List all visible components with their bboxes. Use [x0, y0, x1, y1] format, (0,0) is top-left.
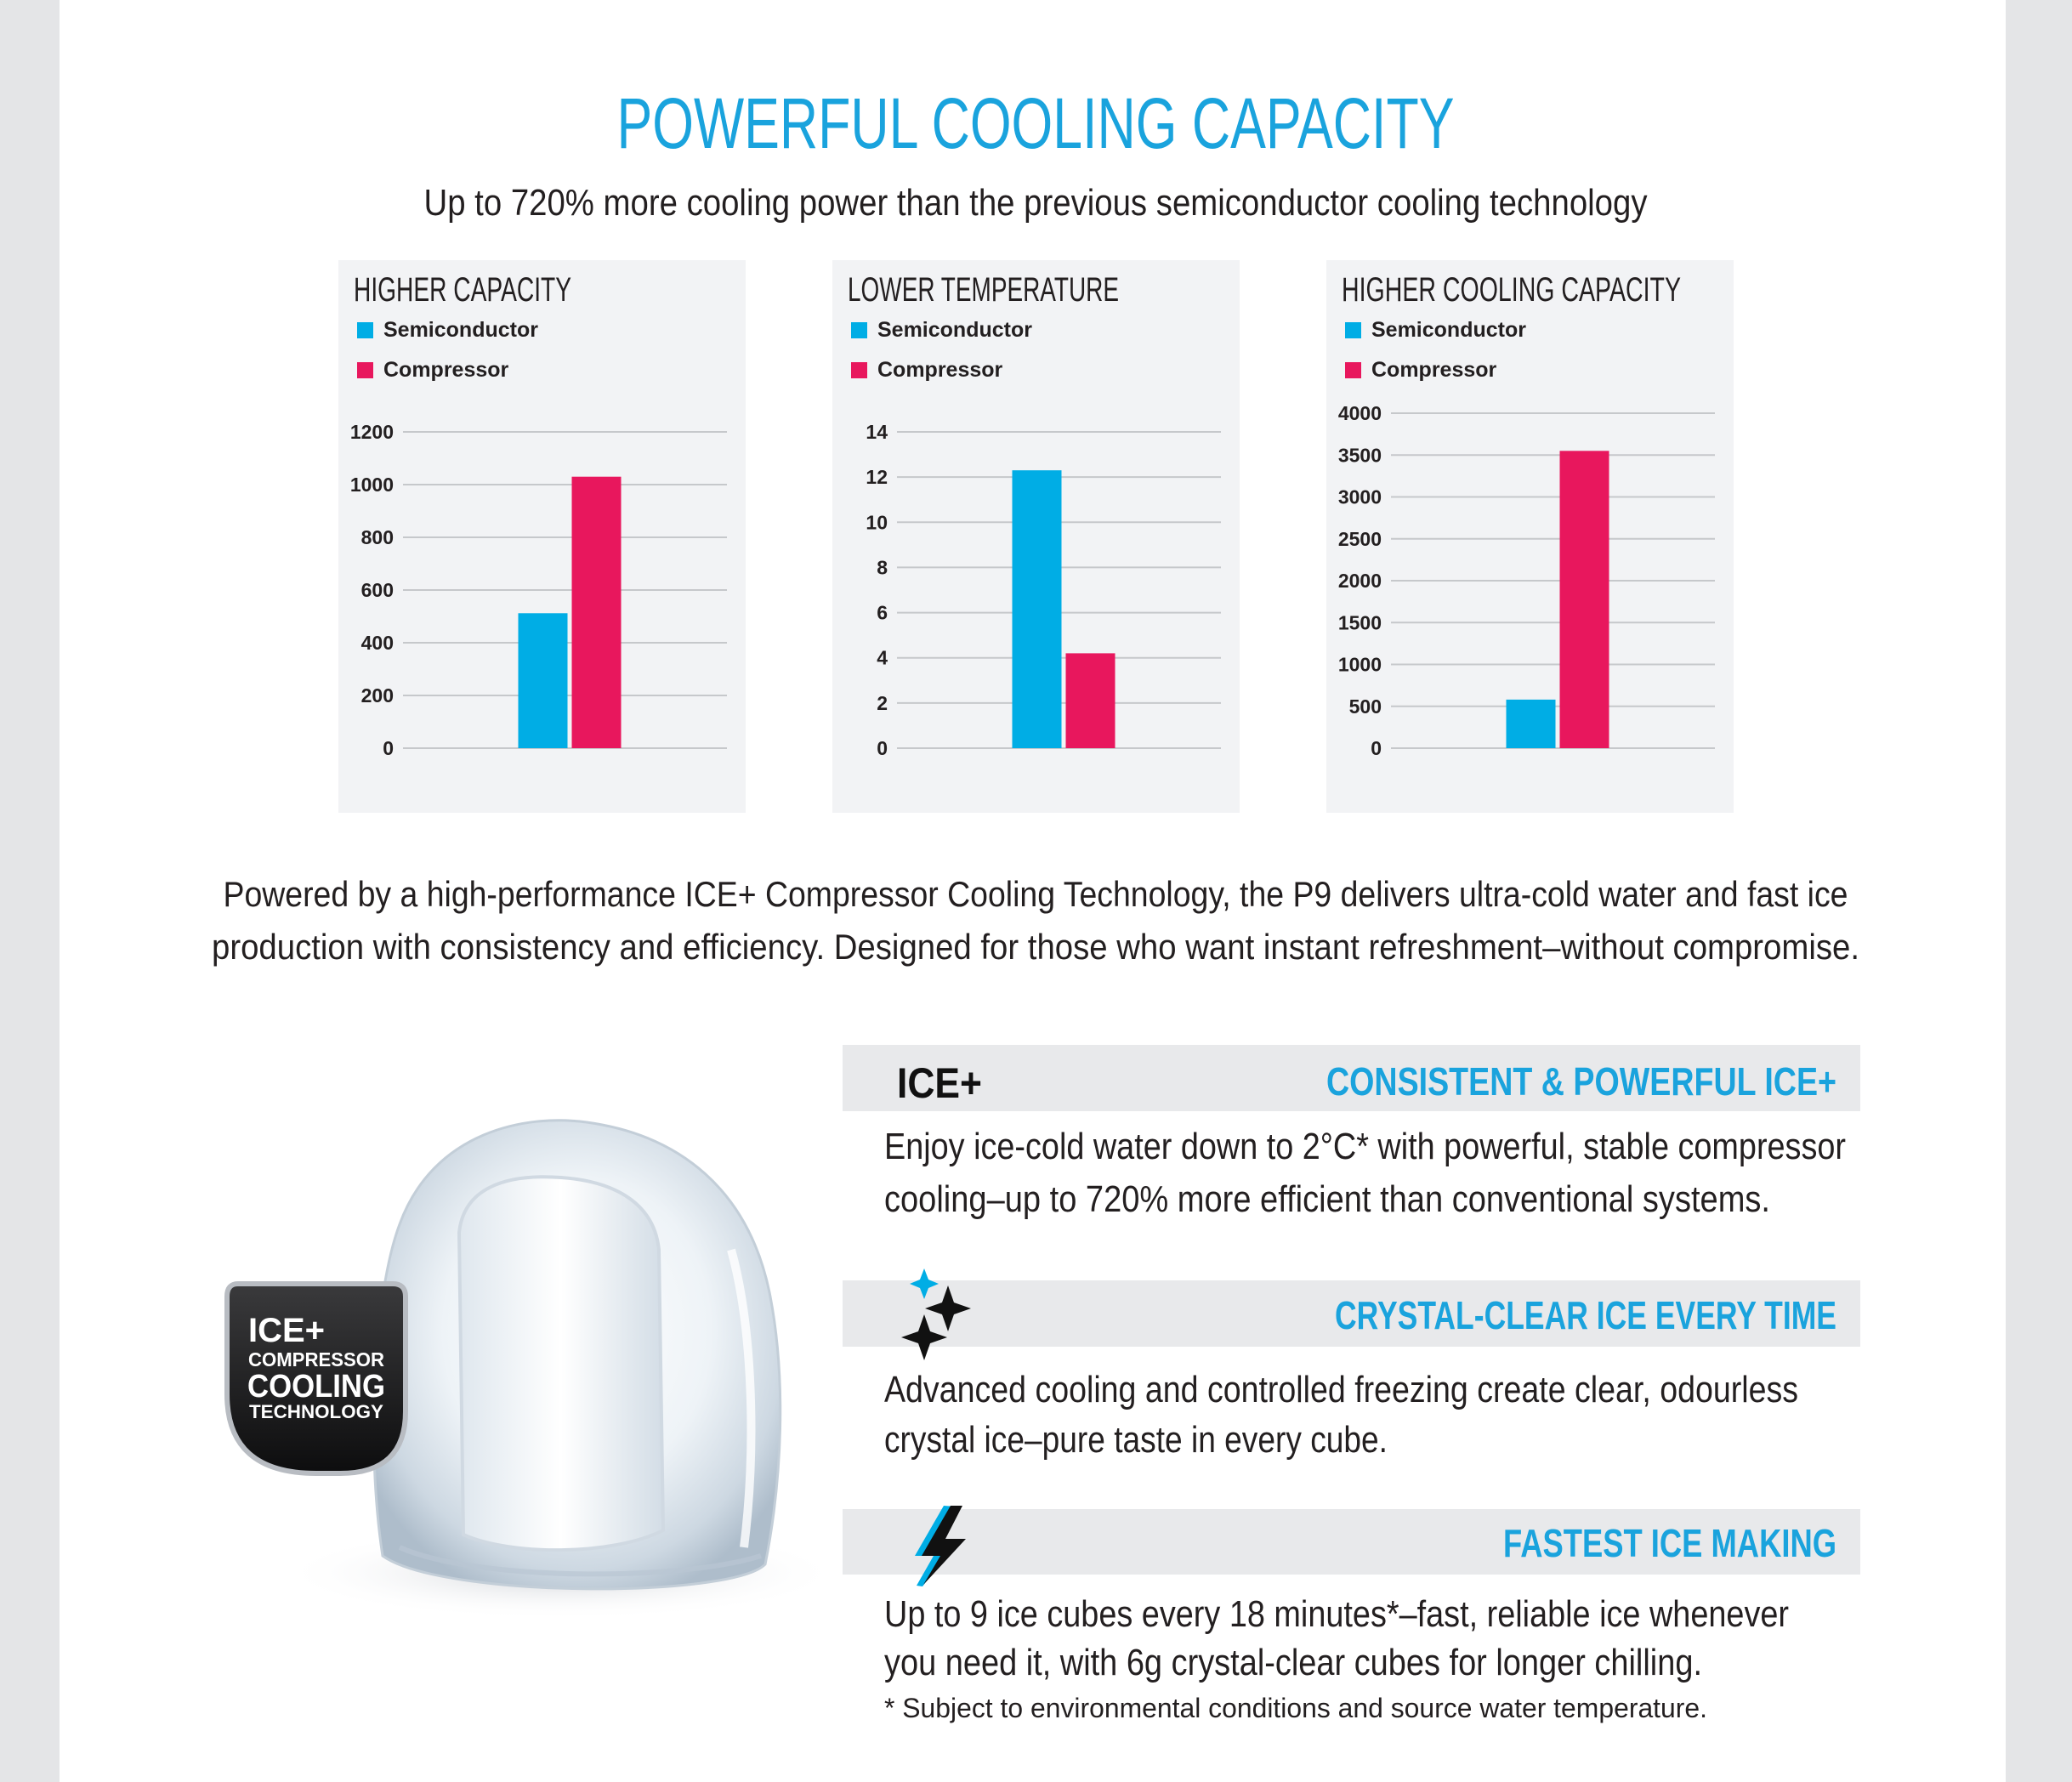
bar: [1012, 470, 1062, 748]
side-border: [2006, 0, 2072, 1782]
feature-heading: CRYSTAL-CLEAR ICE EVERY TIME: [1335, 1293, 1836, 1337]
y-tick-label: 2: [877, 692, 888, 714]
legend-swatch: [851, 322, 867, 338]
badge-logo: ICE+: [248, 1312, 325, 1349]
y-tick-label: 200: [361, 684, 394, 707]
y-tick-label: 0: [1371, 737, 1382, 759]
y-tick-label: 12: [866, 466, 888, 488]
chart: HIGHER COOLING CAPACITY Semiconductor Comp…: [1326, 260, 1734, 813]
legend-label: Compressor: [383, 358, 509, 382]
feature-icon-logo: ICE+: [897, 1059, 982, 1107]
y-tick-label: 2500: [1338, 528, 1382, 550]
chart-title: HIGHER CAPACITY: [354, 271, 571, 309]
legend-label: Semiconductor: [1371, 318, 1526, 342]
y-tick-label: 6: [877, 602, 888, 624]
feature-bar: [843, 1280, 1860, 1347]
feature-heading: CONSISTENT & POWERFUL ICE+: [1326, 1059, 1836, 1104]
legend-label: Semiconductor: [877, 318, 1032, 342]
ice-cube-image: [281, 1119, 842, 1620]
description-line: Powered by a high-performance ICE+ Compr…: [224, 874, 1848, 914]
y-tick-label: 14: [866, 421, 888, 443]
bar: [1559, 451, 1609, 748]
description-line: production with consistency and efficien…: [212, 927, 1859, 967]
chart: LOWER TEMPERATURE Semiconductor Compressor…: [832, 260, 1240, 813]
side-border: [0, 0, 60, 1782]
charts: HIGHER CAPACITY Semiconductor Compressor 0 2…: [338, 260, 1734, 813]
feature-bar: [843, 1509, 1860, 1575]
y-tick-label: 3500: [1338, 444, 1382, 466]
y-tick-label: 10: [866, 511, 888, 533]
y-tick-label: 4000: [1338, 402, 1382, 424]
legend-label: Compressor: [877, 358, 1003, 382]
feature-heading: FASTEST ICE MAKING: [1503, 1521, 1836, 1565]
legend-swatch: [851, 362, 867, 378]
y-tick-label: 4: [877, 647, 888, 669]
lightning-icon: [915, 1506, 966, 1586]
badge-text: TECHNOLOGY: [249, 1401, 383, 1422]
bar: [518, 613, 568, 748]
y-tick-label: 600: [361, 579, 394, 601]
legend-swatch: [1345, 362, 1361, 378]
feature-body: Enjoy ice-cold water down to 2°C* with p…: [884, 1126, 1846, 1167]
y-tick-label: 500: [1349, 695, 1382, 718]
y-tick-label: 1500: [1338, 611, 1382, 633]
bar: [1065, 653, 1115, 748]
y-tick-label: 1000: [1338, 654, 1382, 676]
feature-body: crystal ice–pure taste in every cube.: [884, 1419, 1388, 1461]
y-tick-label: 2000: [1338, 570, 1382, 592]
subtitle: Up to 720% more cooling power than the p…: [424, 182, 1648, 224]
chart-title: HIGHER COOLING CAPACITY: [1342, 271, 1681, 309]
legend-label: Compressor: [1371, 358, 1497, 382]
y-tick-label: 8: [877, 556, 888, 578]
y-tick-label: 3000: [1338, 486, 1382, 508]
feature-bar: [843, 1045, 1860, 1111]
chart: HIGHER CAPACITY Semiconductor Compressor 0 2…: [338, 260, 746, 813]
bar: [571, 476, 622, 748]
badge-text: COMPRESSOR: [248, 1348, 384, 1371]
bar: [1506, 699, 1556, 748]
footnote: * Subject to environmental conditions an…: [884, 1693, 1707, 1723]
y-tick-label: 400: [361, 632, 394, 654]
y-tick-label: 800: [361, 526, 394, 548]
badge: ICE+ COMPRESSOR COOLING TECHNOLOGY: [224, 1281, 408, 1476]
feature-body: Up to 9 ice cubes every 18 minutes*–fast…: [884, 1593, 1789, 1635]
feature-body: Advanced cooling and controlled freezing…: [884, 1369, 1798, 1410]
feature-body: cooling–up to 720% more efficient than c…: [884, 1178, 1770, 1220]
sparkle-icon: [901, 1268, 971, 1360]
legend-swatch: [1345, 322, 1361, 338]
badge-text: COOLING: [247, 1369, 385, 1405]
feature-body: you need it, with 6g crystal-clear cubes…: [884, 1642, 1702, 1683]
y-tick-label: 1000: [350, 474, 394, 496]
legend-label: Semiconductor: [383, 318, 538, 342]
y-tick-label: 0: [877, 737, 888, 759]
y-tick-label: 1200: [350, 421, 394, 443]
legend-swatch: [357, 362, 373, 378]
legend-swatch: [357, 322, 373, 338]
page-title: POWERFUL COOLING CAPACITY: [617, 83, 1455, 163]
chart-title: LOWER TEMPERATURE: [848, 271, 1119, 309]
y-tick-label: 0: [383, 737, 394, 759]
